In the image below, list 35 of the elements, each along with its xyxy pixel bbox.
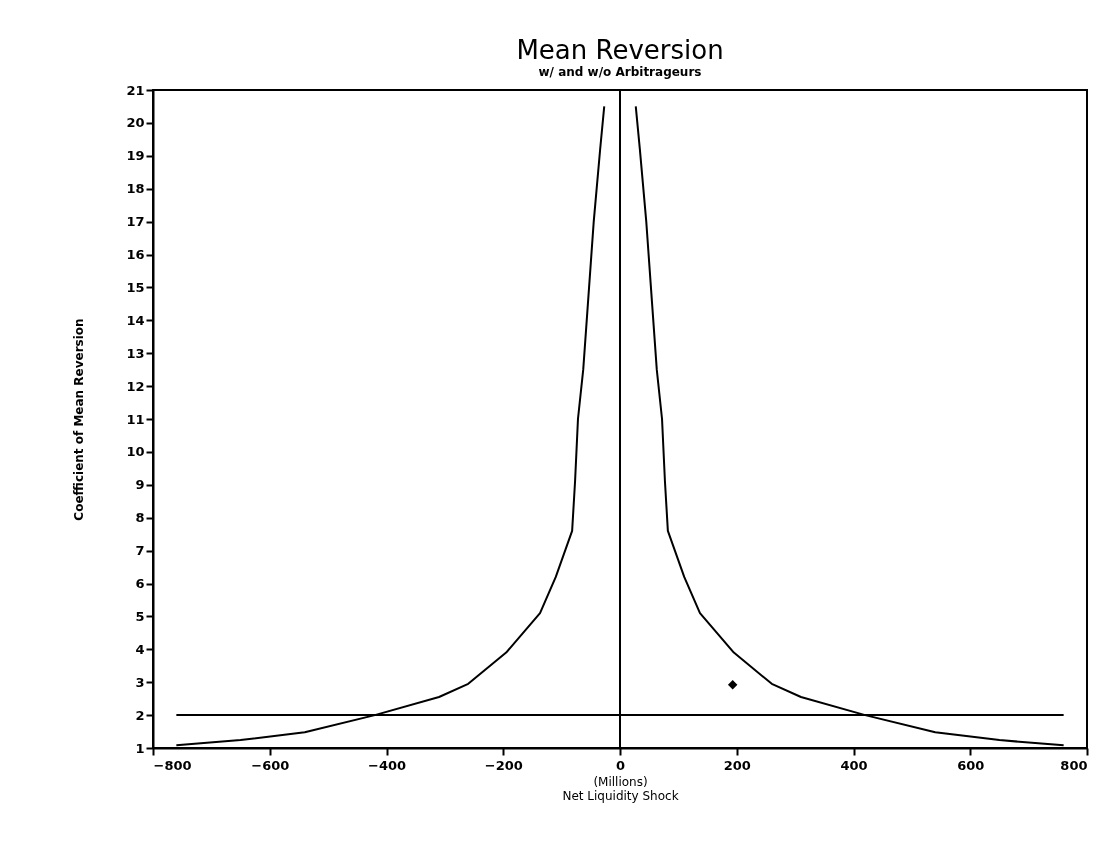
y-tick-label: 7 (135, 543, 145, 559)
y-tick-label: 4 (135, 641, 145, 657)
y-tick-label: 18 (126, 181, 145, 197)
y-tick-label: 17 (126, 214, 145, 230)
y-tick-label: 11 (126, 411, 145, 427)
y-tick-label: 14 (126, 312, 145, 328)
x-tick-label: 600 (957, 757, 985, 773)
y-tick-label: 15 (126, 279, 145, 295)
y-tick-label: 10 (126, 444, 145, 460)
y-axis-title: Coefficient of Mean Reversion (72, 318, 87, 521)
x-tick-label: −400 (367, 757, 407, 773)
y-tick-label: 16 (126, 247, 145, 262)
chart-title: Mean Reversion (516, 35, 724, 65)
x-axis-title: Net Liquidity Shock (562, 788, 679, 803)
text: (Millions) (593, 774, 648, 789)
x-tick-label: 0 (615, 757, 626, 773)
x-tick-label: 400 (840, 757, 868, 773)
x-tick-label: −800 (153, 757, 192, 773)
y-tick-label: 1 (135, 740, 145, 756)
y-tick-label: 6 (135, 576, 145, 591)
x-tick-label: −200 (484, 757, 523, 773)
y-tick-label: 13 (126, 345, 145, 361)
y-tick-label: 12 (126, 378, 145, 394)
y-tick-label: 21 (126, 82, 145, 98)
x-tick-label: 800 (1060, 757, 1088, 773)
y-tick-label: 9 (135, 477, 145, 493)
chart-subtitle: w/ and w/o Arbitrageurs (538, 65, 702, 79)
x-tick-label: 200 (723, 757, 751, 773)
y-tick-label: 20 (126, 115, 145, 131)
y-tick-label: 3 (135, 674, 145, 690)
y-tick-label: 5 (135, 608, 145, 624)
y-tick-label: 2 (135, 707, 145, 723)
y-tick-label: 19 (126, 148, 145, 164)
x-tick-label: −600 (251, 757, 290, 773)
y-tick-label: 8 (135, 510, 145, 526)
